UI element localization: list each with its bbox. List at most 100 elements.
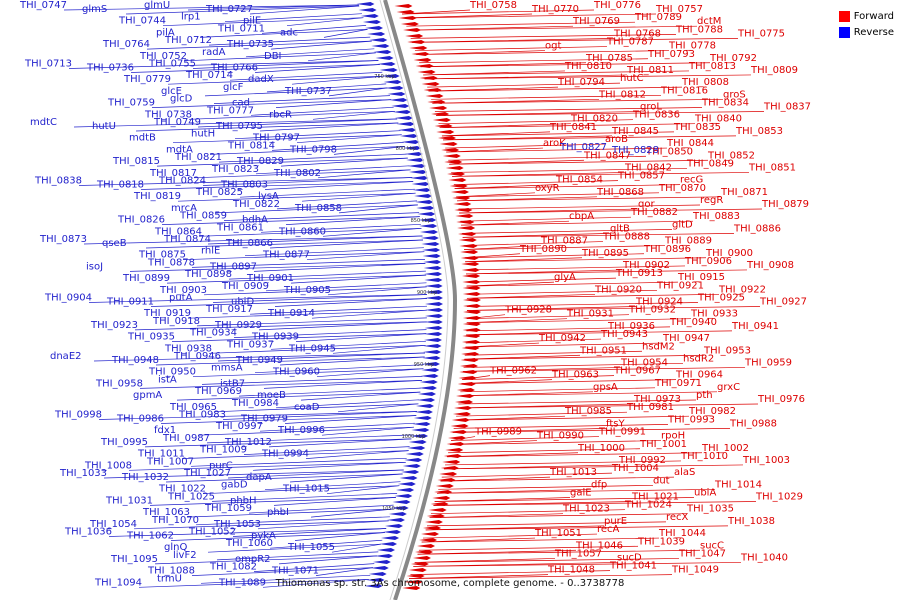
reverse-connector [269, 239, 424, 249]
reverse-connector [279, 356, 425, 366]
reverse-gene-arrow [420, 374, 439, 378]
forward-gene-arrow [434, 124, 453, 128]
forward-gene-label: THI_1021 [631, 492, 679, 503]
forward-gene-arrow [440, 466, 459, 470]
forward-gene-label: THI_0992 [618, 455, 666, 466]
reverse-connector [260, 223, 421, 233]
reverse-gene-arrow [397, 482, 416, 486]
reverse-gene-label: THI_0901 [246, 273, 294, 284]
forward-connector [446, 147, 544, 153]
forward-connector [434, 497, 695, 502]
reverse-gene-arrow [423, 260, 442, 264]
reverse-connector [332, 344, 426, 354]
forward-gene-label: purE [604, 516, 627, 527]
forward-connector [437, 488, 716, 494]
reverse-gene-label: THI_0744 [118, 16, 166, 27]
scale-ticks: 750 kbp 800 kbp 850 kbp 900 kbp 950 kbp 1000 … [374, 74, 437, 512]
reverse-connector [258, 321, 427, 331]
reverse-gene-label: THI_0918 [152, 316, 200, 327]
forward-connector [454, 184, 681, 189]
reverse-connector [289, 473, 403, 483]
forward-gene-arrow [448, 436, 467, 440]
reverse-connector [88, 294, 427, 303]
reverse-connector [160, 415, 417, 424]
forward-connector [462, 375, 615, 380]
reverse-gene-arrow [360, 14, 379, 18]
forward-gene-label: THI_0981 [626, 402, 674, 413]
forward-gene-arrow [443, 454, 462, 458]
reverse-gene-label: THI_0822 [232, 199, 280, 210]
reverse-gene-arrow [379, 68, 398, 72]
forward-connector [464, 253, 645, 259]
reverse-connector [222, 411, 418, 420]
forward-gene-label: THI_0871 [720, 187, 768, 198]
reverse-gene-label: mmsA [211, 363, 243, 374]
reverse-connector [286, 17, 364, 27]
reverse-gene-arrow [424, 296, 443, 300]
reverse-connector [249, 305, 428, 315]
reverse-connector [244, 247, 424, 257]
reverse-gene-label: bdhA [242, 215, 268, 226]
legend-forward-label: Forward [853, 10, 894, 22]
forward-gene-arrow [442, 460, 461, 464]
forward-gene-arrow [421, 82, 440, 86]
forward-gene-arrow [410, 562, 429, 566]
reverse-gene-label: dadX [248, 74, 274, 85]
forward-gene-label: THI_0895 [581, 248, 629, 259]
forward-gene-label: THI_0940 [669, 317, 717, 328]
reverse-connector [270, 340, 426, 350]
forward-connector [462, 229, 673, 234]
reverse-gene-arrow [421, 362, 440, 366]
reverse-gene-label: THI_0923 [90, 320, 138, 331]
forward-gene-arrow [457, 232, 476, 236]
forward-gene-label: THI_0793 [647, 49, 695, 60]
legend-reverse: Reverse [838, 24, 894, 40]
forward-gene-label: THI_1024 [624, 500, 672, 511]
reverse-connector [130, 64, 380, 73]
forward-gene-arrow [462, 334, 481, 338]
reverse-gene-arrow [391, 104, 410, 108]
reverse-gene-arrow [366, 578, 385, 582]
forward-gene-label: THI_0890 [519, 244, 567, 255]
reverse-connector [138, 578, 369, 588]
forward-connector [466, 314, 630, 320]
forward-gene-arrow [460, 358, 479, 362]
reverse-gene-arrow [368, 572, 387, 576]
forward-gene-label: THI_0943 [600, 329, 648, 340]
forward-connector [441, 131, 551, 137]
forward-connector [447, 452, 703, 458]
reverse-connector [249, 5, 360, 15]
reverse-connector [83, 235, 423, 245]
reverse-gene-label: rbcR [269, 109, 292, 120]
forward-gene-label: THI_0868 [596, 187, 644, 198]
forward-gene-label: THI_0845 [611, 126, 659, 137]
forward-gene-label: THI_0842 [624, 162, 672, 173]
reverse-gene-arrow [405, 452, 424, 456]
forward-gene-arrow [462, 316, 481, 320]
forward-connector [409, 574, 673, 579]
forward-connector [453, 180, 619, 185]
reverse-connector [305, 450, 409, 459]
reverse-gene-arrow [367, 32, 386, 36]
reverse-gene-label: pilE [243, 16, 261, 27]
reverse-connector [234, 130, 401, 140]
reverse-gene-label: THI_1022 [158, 484, 206, 495]
reverse-connector [198, 227, 422, 237]
reverse-gene-label: rhlE [201, 246, 220, 257]
forward-gene-arrow [452, 196, 471, 200]
forward-gene-arrow [419, 76, 438, 80]
reverse-connector [306, 251, 425, 261]
forward-connector [443, 464, 744, 470]
reverse-gene-label: glnQ [164, 542, 187, 553]
reverse-gene-arrow [417, 398, 436, 402]
forward-gene-arrow [421, 532, 440, 536]
reverse-connector [156, 157, 408, 167]
forward-connector [466, 318, 568, 324]
reverse-gene-label: cad [232, 98, 250, 109]
reverse-connector [68, 60, 379, 69]
reverse-connector [218, 153, 407, 163]
forward-gene-label: THI_0993 [667, 414, 715, 425]
reverse-gene-arrow [374, 554, 393, 558]
reverse-gene-label: THI_0877 [262, 250, 310, 261]
